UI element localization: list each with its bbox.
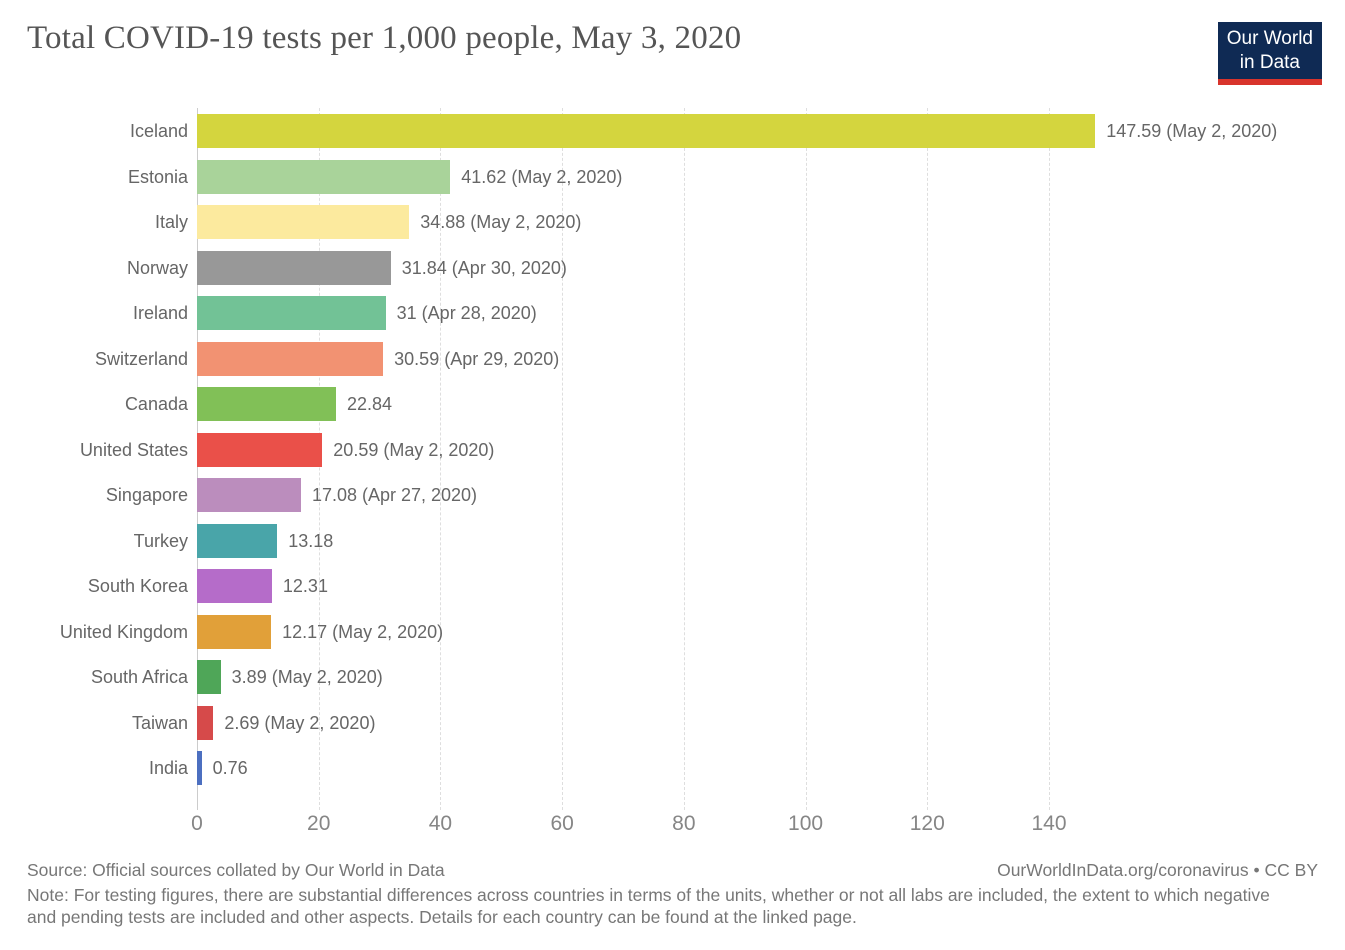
value-label: 147.59 (May 2, 2020) [1106,121,1278,141]
value-label: 31 (Apr 28, 2020) [396,303,537,323]
bar-row-united-kingdom: United Kingdom 12.17 (May 2, 2020) [0,609,1345,655]
value-label: 2.69 (May 2, 2020) [224,712,376,733]
x-tick-80: 80 [672,812,696,835]
bar-row-united-states: United States 20.59 (May 2, 2020) [0,427,1345,473]
bar-row-singapore: Singapore 17.08 (Apr 27, 2020) [0,472,1345,518]
x-tick-120: 120 [909,812,945,835]
country-label: Norway [126,257,188,278]
x-tick-60: 60 [550,812,574,835]
country-label: Ireland [132,303,188,323]
bar[interactable] [197,478,301,512]
bar-row-taiwan: Taiwan 2.69 (May 2, 2020) [0,700,1345,746]
country-label: India [148,758,188,778]
gridline-40 [440,108,442,810]
country-label: United Kingdom [59,621,188,642]
x-tick-140: 140 [1031,812,1067,835]
country-label: Singapore [105,485,188,505]
country-label: United States [79,439,188,460]
value-label: 13.18 [288,530,334,551]
gridline-100 [805,108,807,810]
bar[interactable] [197,569,272,603]
value-label: 41.62 (May 2, 2020) [461,166,623,187]
bar[interactable] [197,114,1096,148]
value-label: 34.88 (May 2, 2020) [420,212,582,232]
country-label: Taiwan [131,712,188,733]
gridline-140 [1049,108,1050,810]
bar[interactable] [197,432,323,467]
bar-row-south-africa: South Africa 3.89 (May 2, 2020) [0,654,1345,700]
bar-row-india: India 0.76 [0,745,1345,791]
gridline-120 [927,108,929,810]
owid-url-link[interactable]: OurWorldInData.org/coronavirus • CC BY [997,860,1318,880]
bar[interactable] [197,159,451,194]
x-tick-100: 100 [788,812,824,835]
source-text: Source: Official sources collated by Our… [27,860,445,880]
bar[interactable] [197,341,384,376]
bar[interactable] [197,614,272,649]
bar[interactable] [197,705,214,740]
country-label: Switzerland [94,348,188,369]
owid-logo[interactable]: Our World in Data [1217,22,1322,85]
value-label: 31.84 (Apr 30, 2020) [401,257,567,278]
chart-title: Total COVID-19 tests per 1,000 people, M… [27,20,742,56]
value-label: 30.59 (Apr 29, 2020) [394,348,560,369]
gridline-60 [562,108,564,810]
x-tick-0: 0 [191,812,203,835]
bar-row-italy: Italy 34.88 (May 2, 2020) [0,199,1345,245]
bar[interactable] [197,660,221,694]
bar-row-norway: Norway 31.84 (Apr 30, 2020) [0,245,1345,291]
value-label: 0.76 [212,758,248,778]
bar[interactable] [197,751,202,785]
bar[interactable] [197,250,391,285]
bar[interactable] [197,296,386,330]
value-label: 20.59 (May 2, 2020) [333,439,495,460]
bar-row-turkey: Turkey 13.18 [0,518,1345,564]
note-text: Note: For testing figures, there are sub… [27,885,1270,928]
country-label: Italy [154,212,188,232]
country-label: South Africa [90,667,188,687]
value-label: 12.17 (May 2, 2020) [282,621,444,642]
bar-row-south-korea: South Korea 12.31 [0,563,1345,609]
owid-logo-line2: in Data [1239,51,1300,73]
value-label: 22.84 [346,394,393,414]
value-label: 12.31 [282,576,328,596]
x-tick-40: 40 [428,812,453,835]
bar[interactable] [197,205,410,239]
bar-row-switzerland: Switzerland 30.59 (Apr 29, 2020) [0,336,1345,382]
owid-logo-line1: Our World [1226,28,1313,49]
country-label: South Korea [87,576,188,596]
country-label: Turkey [133,530,188,551]
country-label: Canada [124,394,188,414]
gridline-80 [683,108,685,810]
bar[interactable] [197,387,336,421]
country-label: Estonia [127,166,188,187]
country-label: Iceland [129,121,188,141]
value-label: 3.89 (May 2, 2020) [231,667,383,687]
bar-row-iceland: Iceland 147.59 (May 2, 2020) [0,108,1345,154]
bar-row-estonia: Estonia 41.62 (May 2, 2020) [0,154,1345,200]
bar[interactable] [197,523,278,558]
x-tick-20: 20 [307,812,331,835]
bar-row-ireland: Ireland 31 (Apr 28, 2020) [0,290,1345,336]
value-label: 17.08 (Apr 27, 2020) [311,485,478,505]
bar-row-canada: Canada 22.84 [0,381,1345,427]
